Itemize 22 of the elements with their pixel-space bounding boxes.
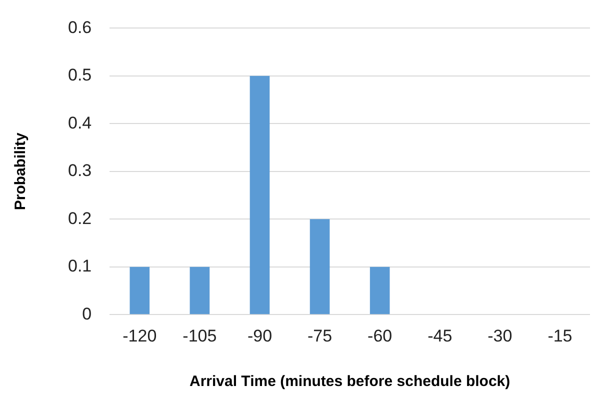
bar: [190, 266, 210, 314]
x-tick-label: -45: [428, 326, 452, 346]
x-tick-label: -75: [308, 326, 332, 346]
x-tick-label: -30: [488, 326, 512, 346]
x-tick-label: -15: [548, 326, 572, 346]
y-tick-label: 0.6: [68, 18, 92, 37]
x-tick-label: -105: [182, 326, 217, 346]
x-tick-label: -90: [247, 326, 272, 346]
y-tick-label: 0.2: [68, 208, 92, 228]
y-tick-label: 0.4: [68, 113, 92, 132]
bar: [130, 266, 150, 314]
y-tick-label: 0.5: [68, 66, 92, 85]
x-tick-label: -60: [368, 326, 392, 346]
y-tick-label: 0.3: [68, 161, 92, 180]
x-axis-title: Arrival Time (minutes before schedule block): [189, 373, 510, 390]
bar: [370, 266, 390, 314]
y-axis-title: Probability: [12, 132, 30, 210]
bar: [310, 219, 330, 314]
y-tick-label: 0: [82, 304, 92, 324]
y-tick-label: 0.1: [68, 256, 92, 276]
bar: [250, 76, 270, 314]
x-tick-label: -120: [122, 326, 157, 346]
